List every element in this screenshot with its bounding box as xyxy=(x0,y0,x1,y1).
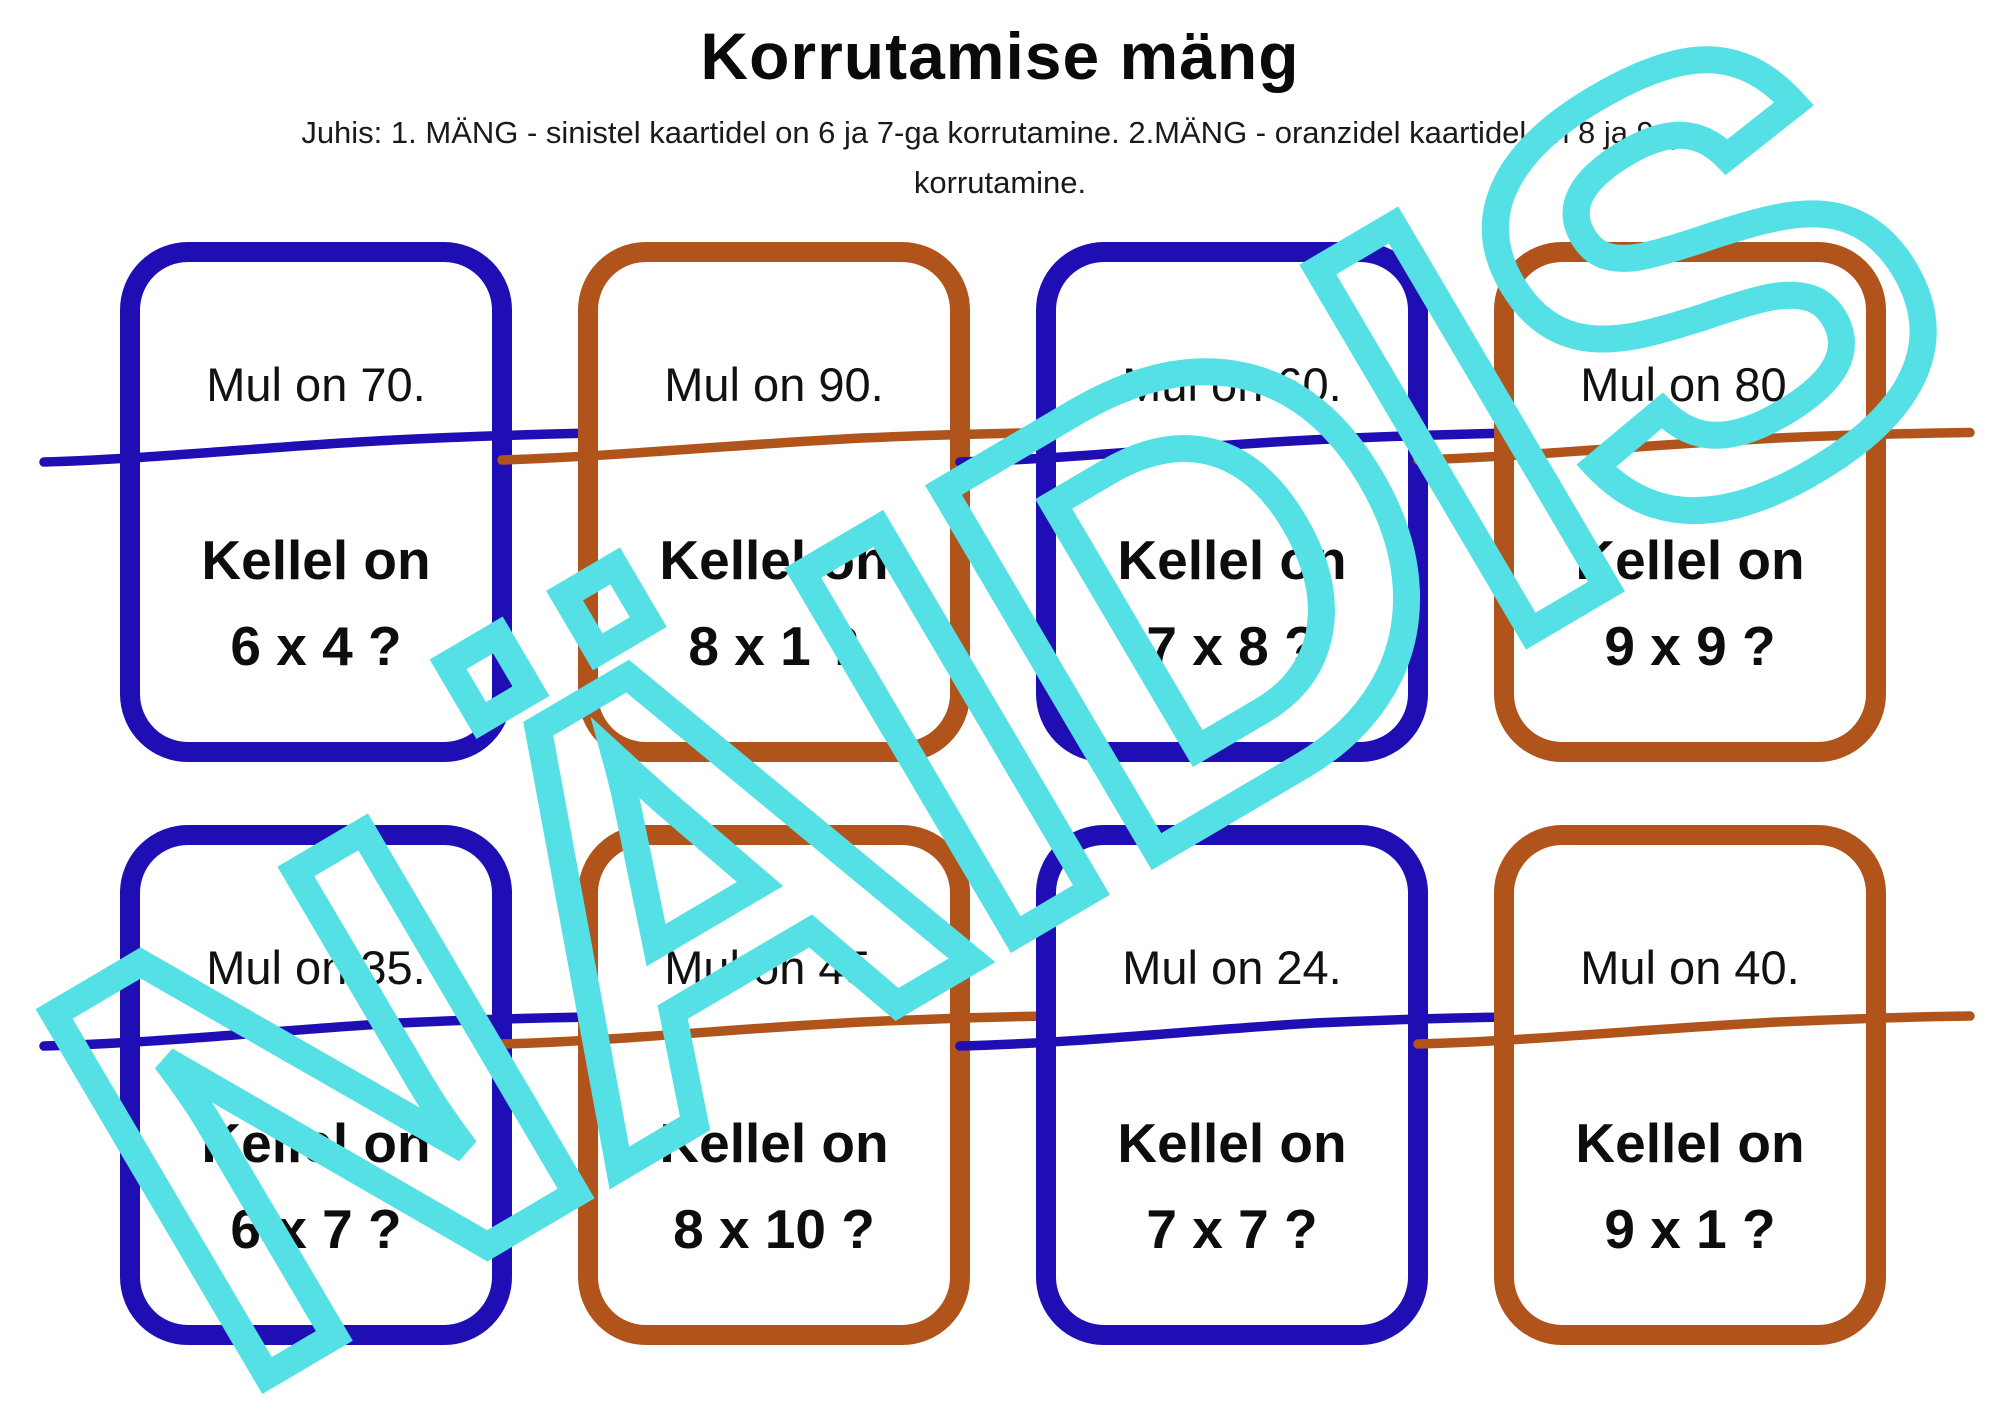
card-statement: Mul on 35. xyxy=(206,941,426,994)
instructions-text: Juhis: 1. MÄNG - sinistel kaartidel on 6… xyxy=(100,108,1900,208)
card-question-line2: 8 x 1 ? xyxy=(688,615,860,677)
card-question: Kellel on 8 x 1 ? xyxy=(598,517,950,689)
card-statement: Mul on 40. xyxy=(1580,941,1800,994)
card-divider-line xyxy=(955,1012,1517,1051)
card-question-line1: Kellel on xyxy=(659,529,889,591)
card-question: Kellel on 9 x 9 ? xyxy=(1514,517,1866,689)
card-question: Kellel on 9 x 1 ? xyxy=(1514,1100,1866,1272)
card-statement: Mul on 45. xyxy=(664,941,884,994)
card-question-line1: Kellel on xyxy=(201,1112,431,1174)
instructions-line2: korrutamine. xyxy=(913,165,1087,200)
card-question-line2: 9 x 1 ? xyxy=(1604,1198,1776,1260)
card-question: Kellel on 6 x 7 ? xyxy=(140,1100,492,1272)
card-question-line1: Kellel on xyxy=(1117,1112,1347,1174)
card-divider-line xyxy=(497,427,1059,465)
game-card-6: Mul on 45. Kellel on 8 x 10 ? xyxy=(497,825,1059,1345)
card-divider-line xyxy=(1413,1011,1975,1049)
page-title: Korrutamise mäng xyxy=(700,19,1300,93)
card-question-line1: Kellel on xyxy=(1575,529,1805,591)
card-question: Kellel on 7 x 7 ? xyxy=(1056,1100,1408,1272)
game-card-4: Mul on 80. Kellel on 9 x 9 ? xyxy=(1413,242,1975,762)
card-statement: Mul on 80. xyxy=(1580,358,1800,411)
card-question-line1: Kellel on xyxy=(201,529,431,591)
game-card-8: Mul on 40. Kellel on 9 x 1 ? xyxy=(1413,825,1975,1345)
card-statement: Mul on 60. xyxy=(1122,358,1342,411)
card-question-line1: Kellel on xyxy=(1575,1112,1805,1174)
cards-grid: Mul on 70. Kellel on 6 x 4 ? Mul on 90. … xyxy=(39,242,1975,1345)
card-divider-line xyxy=(497,1011,1059,1049)
game-card-1: Mul on 70. Kellel on 6 x 4 ? xyxy=(39,242,601,762)
game-card-7: Mul on 24. Kellel on 7 x 7 ? xyxy=(955,825,1517,1345)
card-divider-line xyxy=(955,428,1517,467)
card-question-line2: 6 x 7 ? xyxy=(230,1198,402,1260)
card-question-line2: 7 x 7 ? xyxy=(1146,1198,1318,1260)
card-question: Kellel on 6 x 4 ? xyxy=(140,517,492,689)
card-divider-line xyxy=(39,1012,601,1051)
card-statement: Mul on 90. xyxy=(664,358,884,411)
game-card-3: Mul on 60. Kellel on 7 x 8 ? xyxy=(955,242,1517,762)
game-card-5: Mul on 35. Kellel on 6 x 7 ? xyxy=(39,825,601,1345)
card-question-line1: Kellel on xyxy=(659,1112,889,1174)
card-question-line2: 7 x 8 ? xyxy=(1146,615,1318,677)
card-question: Kellel on 8 x 10 ? xyxy=(598,1100,950,1272)
instructions-line1: Juhis: 1. MÄNG - sinistel kaartidel on 6… xyxy=(301,115,1699,150)
card-statement: Mul on 24. xyxy=(1122,941,1342,994)
game-card-2: Mul on 90. Kellel on 8 x 1 ? xyxy=(497,242,1059,762)
card-question-line2: 6 x 4 ? xyxy=(230,615,402,677)
card-statement: Mul on 70. xyxy=(206,358,426,411)
card-divider-line xyxy=(39,428,601,467)
card-question-line1: Kellel on xyxy=(1117,529,1347,591)
card-divider-line xyxy=(1413,427,1975,465)
card-question: Kellel on 7 x 8 ? xyxy=(1056,517,1408,689)
card-question-line2: 8 x 10 ? xyxy=(673,1198,875,1260)
card-question-line2: 9 x 9 ? xyxy=(1604,615,1776,677)
